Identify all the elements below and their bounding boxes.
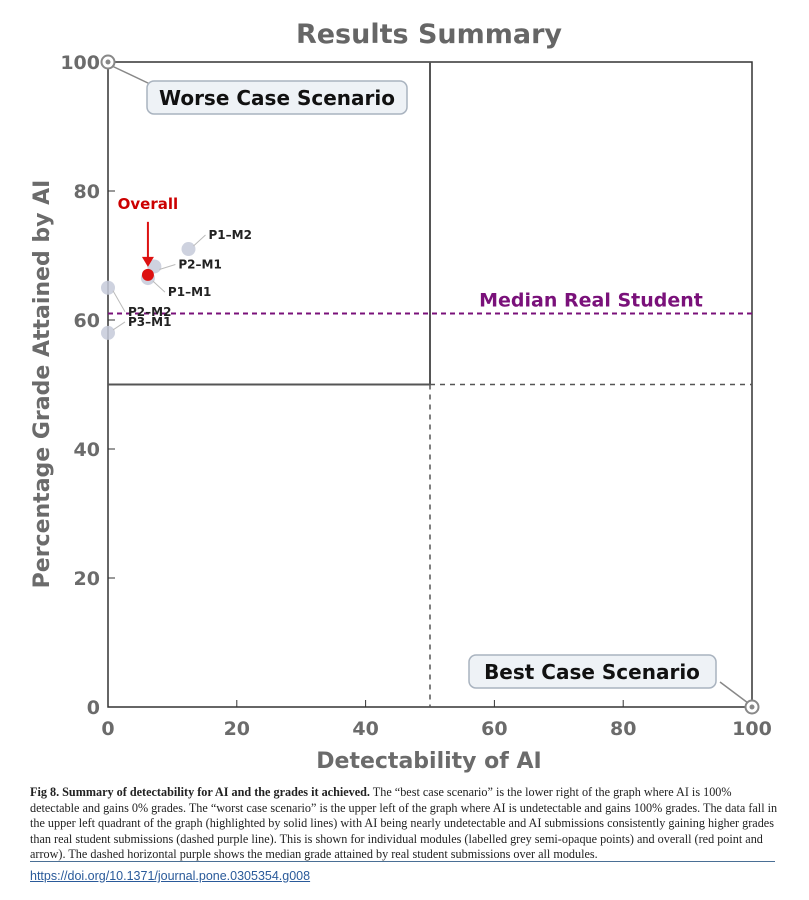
figure-caption: Fig 8. Summary of detectability for AI a… (30, 785, 782, 863)
data-point-leader (112, 290, 126, 312)
worst-case-callout-label: Worse Case Scenario (159, 86, 395, 110)
data-point (101, 325, 115, 340)
y-tick-label: 40 (74, 439, 100, 461)
data-point-leader (112, 321, 126, 331)
caption-divider (30, 861, 775, 862)
results-summary-chart: Results Summary 0 20 40 60 80 100 0 20 40 60 80 100… (30, 19, 772, 774)
y-tick-label: 20 (74, 568, 100, 590)
caption-bold: Fig 8. Summary of detectability for AI a… (30, 785, 370, 799)
doi-link[interactable]: https://doi.org/10.1371/journal.pone.030… (30, 869, 311, 883)
chart-title: Results Summary (296, 19, 562, 50)
best-case-marker-dot (749, 704, 755, 710)
overall-label: Overall (118, 195, 179, 213)
median-line-label: Median Real Student (479, 290, 703, 312)
best-case-leader (719, 681, 749, 704)
caption-text: The “best case scenario” is the lower ri… (30, 785, 778, 861)
x-tick-label: 60 (481, 718, 507, 740)
data-point-leader (152, 280, 166, 293)
data-point-label: P2–M2 (128, 305, 171, 319)
worst-case-leader (111, 65, 151, 85)
y-tick-label: 0 (87, 697, 100, 719)
best-case-callout-label: Best Case Scenario (484, 660, 700, 684)
worst-case-marker-dot (105, 59, 111, 65)
y-tick-label: 80 (74, 181, 100, 203)
x-tick-label: 40 (352, 718, 378, 740)
best-case-callout-box (468, 654, 717, 689)
y-axis-label: Percentage Grade Attained by AI (30, 180, 55, 589)
y-tick-label: 60 (74, 310, 100, 332)
x-tick-label: 20 (224, 718, 250, 740)
data-point-label: P1–M1 (168, 285, 211, 299)
y-tick-label: 100 (60, 52, 100, 74)
x-tick-label: 100 (732, 718, 772, 740)
worst-case-callout-box (146, 80, 408, 115)
overall-arrow-head (141, 256, 154, 267)
x-tick-label: 80 (610, 718, 636, 740)
data-point (101, 280, 115, 295)
x-axis-label: Detectability of AI (316, 749, 541, 774)
x-tick-label: 0 (101, 718, 114, 740)
data-point-label: P1–M2 (209, 228, 252, 242)
data-point-label: P2–M1 (178, 257, 221, 271)
data-point-leader (159, 263, 176, 270)
overall-point (141, 268, 154, 281)
data-point-leader (193, 234, 206, 247)
data-point (181, 242, 196, 257)
data-point-label: P3–M1 (128, 315, 171, 329)
